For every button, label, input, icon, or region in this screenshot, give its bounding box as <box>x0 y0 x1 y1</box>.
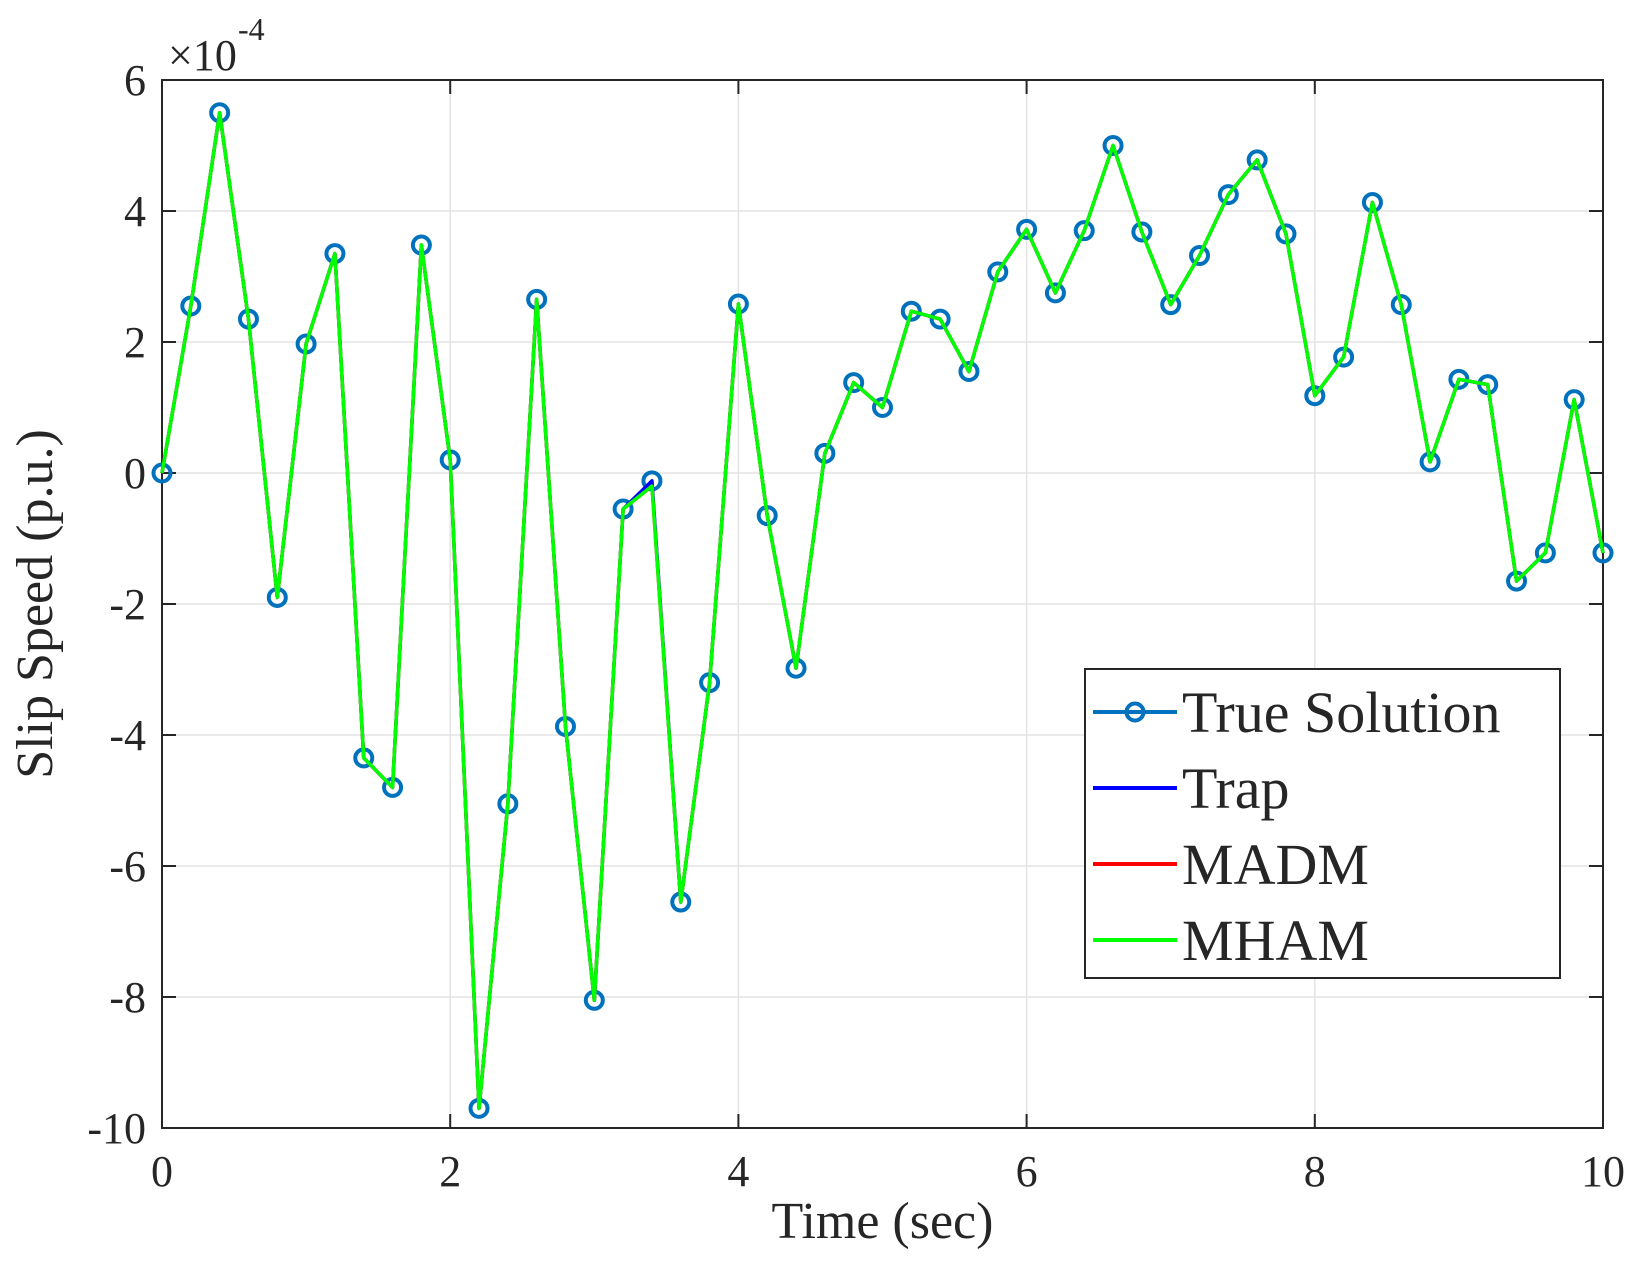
ticks: 0 2 4 6 8 10 -10 -8 -6 -4 -2 0 2 4 6 <box>87 56 1625 1196</box>
data-point-true-solution <box>1102 135 1124 156</box>
x-tick-label: 4 <box>727 1147 749 1196</box>
series-line-mham <box>160 111 1605 1111</box>
y-tick-label: -8 <box>109 973 146 1022</box>
x-tick-label: 2 <box>439 1147 461 1196</box>
x-axis-label: Time (sec) <box>772 1193 994 1250</box>
y-tick-label: -4 <box>109 711 146 760</box>
series-group <box>151 102 1614 1119</box>
data-point-true-solution <box>1073 220 1095 242</box>
y-tick-label: 4 <box>124 187 146 236</box>
data-point-true-solution <box>843 372 865 394</box>
data-point-true-solution <box>872 397 893 418</box>
y-tick-label: 0 <box>124 449 146 498</box>
data-point-true-solution <box>1246 149 1268 171</box>
y-tick-label: -10 <box>87 1104 146 1153</box>
axis-labels: Time (sec) Slip Speed (p.u.) ×10 -4 <box>7 11 993 1250</box>
y-exponent-label: ×10 <box>168 31 237 80</box>
legend-label: True Solution <box>1182 680 1501 745</box>
legend-label: MHAM <box>1182 908 1369 973</box>
legend: True Solution Trap MADM MHAM <box>1084 668 1561 979</box>
legend-label: MADM <box>1182 832 1369 897</box>
data-point-true-solution <box>958 360 980 382</box>
y-tick-label: -2 <box>109 580 146 629</box>
legend-label: Trap <box>1182 756 1289 821</box>
y-exponent-power: -4 <box>238 11 265 47</box>
data-point-true-solution <box>1160 294 1182 316</box>
data-point-true-solution <box>1044 282 1066 304</box>
data-point-true-solution <box>1131 221 1153 243</box>
x-tick-label: 8 <box>1304 1147 1326 1196</box>
data-point-true-solution <box>1016 218 1038 240</box>
y-tick-label: 6 <box>124 56 146 105</box>
data-point-true-solution <box>900 300 922 322</box>
x-tick-label: 0 <box>151 1147 173 1196</box>
legend-box <box>1084 668 1561 979</box>
legend-marker <box>1124 701 1146 723</box>
data-point-true-solution <box>987 261 1009 283</box>
data-point-true-solution <box>1217 184 1239 206</box>
data-point-true-solution <box>1189 245 1211 267</box>
x-tick-label: 10 <box>1581 1147 1625 1196</box>
y-axis-label: Slip Speed (p.u.) <box>7 429 64 779</box>
y-tick-label: 2 <box>124 318 146 367</box>
y-tick-label: -6 <box>109 842 146 891</box>
x-tick-label: 6 <box>1016 1147 1038 1196</box>
data-point-true-solution <box>929 308 951 330</box>
